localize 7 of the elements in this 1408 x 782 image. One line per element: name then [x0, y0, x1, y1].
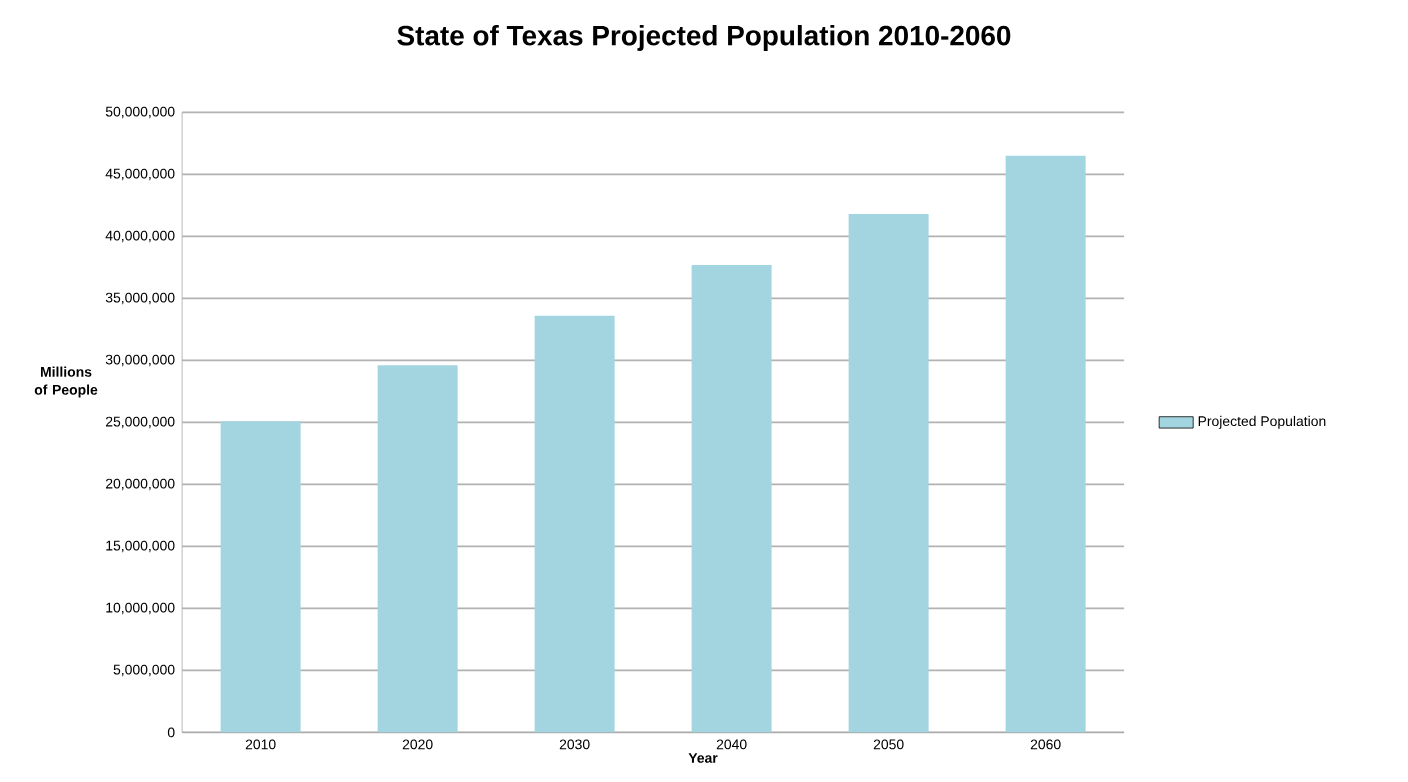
bar — [220, 421, 301, 733]
bar — [1005, 155, 1086, 733]
bar — [691, 264, 772, 733]
bar — [534, 315, 615, 733]
chart-title: State of Texas Projected Population 2010-2060 — [397, 24, 1011, 51]
bar — [848, 214, 929, 733]
bar — [377, 365, 458, 733]
